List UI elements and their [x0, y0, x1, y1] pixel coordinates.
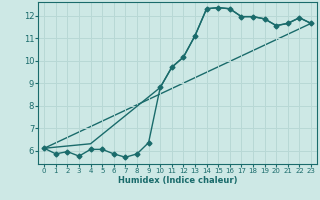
X-axis label: Humidex (Indice chaleur): Humidex (Indice chaleur)	[118, 176, 237, 185]
